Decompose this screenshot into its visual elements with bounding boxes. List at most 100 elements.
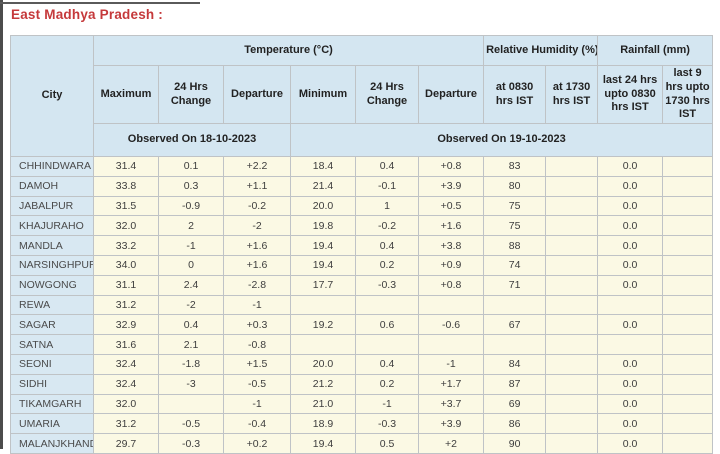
value-cell: 19.4	[290, 433, 356, 454]
value-cell: 0.0	[597, 254, 664, 276]
value-cell: 0.4	[355, 353, 419, 375]
value-cell: 0.6	[355, 314, 419, 336]
value-cell: 0.0	[597, 314, 664, 336]
value-cell: +1.6	[417, 215, 485, 237]
value-cell: 32.9	[93, 314, 159, 336]
value-cell: -2	[158, 294, 224, 316]
col-header-max: Maximum	[93, 65, 159, 124]
table-row: SATNA 31.6 2.1 -0.8	[10, 334, 714, 355]
value-cell: -0.2	[355, 215, 419, 237]
value-cell: 83	[483, 156, 547, 177]
col-header-max-24h-change: 24 Hrs Change	[158, 65, 224, 124]
value-cell	[158, 393, 224, 415]
col-group-humidity: Relative Humidity (%)	[483, 35, 599, 66]
value-cell: 0.0	[597, 274, 664, 296]
value-cell	[545, 175, 599, 197]
value-cell	[662, 334, 714, 355]
city-cell: MALANJKHAND	[10, 433, 94, 454]
value-cell: 31.2	[93, 294, 159, 316]
col-header-city: City	[10, 35, 94, 157]
value-cell: 87	[483, 373, 547, 395]
value-cell: 31.4	[93, 156, 159, 177]
value-cell	[662, 433, 714, 454]
value-cell	[545, 215, 599, 237]
value-cell: +1.6	[223, 254, 291, 276]
table-row: SAGAR 32.9 0.4 +0.3 19.2 0.6 -0.6 67 0.0	[10, 314, 714, 336]
value-cell: 21.4	[290, 175, 356, 197]
value-cell: 0.0	[597, 373, 664, 395]
value-cell: +0.3	[223, 314, 291, 336]
col-header-min: Minimum	[290, 65, 356, 124]
value-cell: 19.8	[290, 215, 356, 237]
value-cell: +0.5	[417, 195, 485, 217]
value-cell	[417, 294, 485, 316]
table-row: SIDHI 32.4 -3 -0.5 21.2 0.2 +1.7 87 0.0	[10, 373, 714, 395]
col-group-temperature: Temperature (°C)	[92, 35, 485, 66]
value-cell: 90	[483, 433, 547, 454]
value-cell	[545, 156, 599, 177]
value-cell: +3.8	[417, 235, 485, 256]
city-cell: SATNA	[10, 334, 94, 355]
value-cell: 0.0	[597, 433, 664, 454]
value-cell	[545, 235, 599, 256]
value-cell: 80	[483, 175, 547, 197]
value-cell: 0.0	[597, 156, 664, 177]
section-title: East Madhya Pradesh :	[11, 7, 164, 22]
value-cell: -1	[223, 393, 291, 415]
city-cell: KHAJURAHO	[10, 215, 94, 237]
value-cell: -0.5	[223, 373, 291, 395]
value-cell	[597, 334, 664, 355]
observed-date-19: Observed On 19-10-2023	[289, 123, 714, 157]
table-body: CHHINDWARA 31.4 0.1 +2.2 18.4 0.4 +0.8 83 0.0 DAM…	[10, 156, 714, 454]
value-cell: -1	[355, 393, 419, 415]
value-cell: 21.2	[290, 373, 356, 395]
value-cell: 0.0	[597, 413, 664, 435]
value-cell: 0.0	[597, 175, 664, 197]
value-cell: 31.1	[93, 274, 159, 296]
value-cell	[545, 413, 599, 435]
value-cell: 32.0	[93, 393, 159, 415]
value-cell: 71	[483, 274, 547, 296]
value-cell: 0.1	[158, 156, 224, 177]
value-cell	[662, 175, 714, 197]
value-cell	[545, 334, 599, 355]
col-group-rainfall: Rainfall (mm)	[597, 35, 714, 66]
table-row: NOWGONG 31.1 2.4 -2.8 17.7 -0.3 +0.8 71 0.0	[10, 274, 714, 296]
value-cell	[662, 274, 714, 296]
table-row: UMARIA 31.2 -0.5 -0.4 18.9 -0.3 +3.9 86 0.0	[10, 413, 714, 435]
value-cell: -0.9	[158, 195, 224, 217]
value-cell: -0.3	[355, 274, 419, 296]
value-cell: 18.9	[290, 413, 356, 435]
value-cell: 1	[355, 195, 419, 217]
col-header-min-departure: Departure	[417, 65, 485, 124]
table-row: REWA 31.2 -2 -1	[10, 294, 714, 316]
value-cell: -0.6	[417, 314, 485, 336]
city-cell: NOWGONG	[10, 274, 94, 296]
value-cell	[662, 353, 714, 375]
weather-observations-table: City Temperature (°C) Relative Humidity …	[10, 35, 714, 454]
table-row: JABALPUR 31.5 -0.9 -0.2 20.0 1 +0.5 75 0.0	[10, 195, 714, 217]
value-cell: -0.5	[158, 413, 224, 435]
city-cell: SIDHI	[10, 373, 94, 395]
value-cell: 86	[483, 413, 547, 435]
value-cell: 17.7	[290, 274, 356, 296]
value-cell	[662, 413, 714, 435]
value-cell: -2.8	[223, 274, 291, 296]
value-cell: +0.2	[223, 433, 291, 454]
value-cell: -1	[417, 353, 485, 375]
value-cell	[483, 294, 547, 316]
city-cell: REWA	[10, 294, 94, 316]
value-cell: 31.6	[93, 334, 159, 355]
value-cell: +3.9	[417, 175, 485, 197]
table-row: KHAJURAHO 32.0 2 -2 19.8 -0.2 +1.6 75 0.0	[10, 215, 714, 237]
col-header-rain-last9: last 9 hrs upto 1730 hrs IST	[662, 65, 714, 124]
value-cell: 0.3	[158, 175, 224, 197]
value-cell: 32.4	[93, 373, 159, 395]
value-cell: 84	[483, 353, 547, 375]
value-cell	[662, 393, 714, 415]
value-cell: 33.8	[93, 175, 159, 197]
value-cell: 32.0	[93, 215, 159, 237]
value-cell: -0.1	[355, 175, 419, 197]
value-cell: 0.0	[597, 393, 664, 415]
value-cell: -1	[158, 235, 224, 256]
